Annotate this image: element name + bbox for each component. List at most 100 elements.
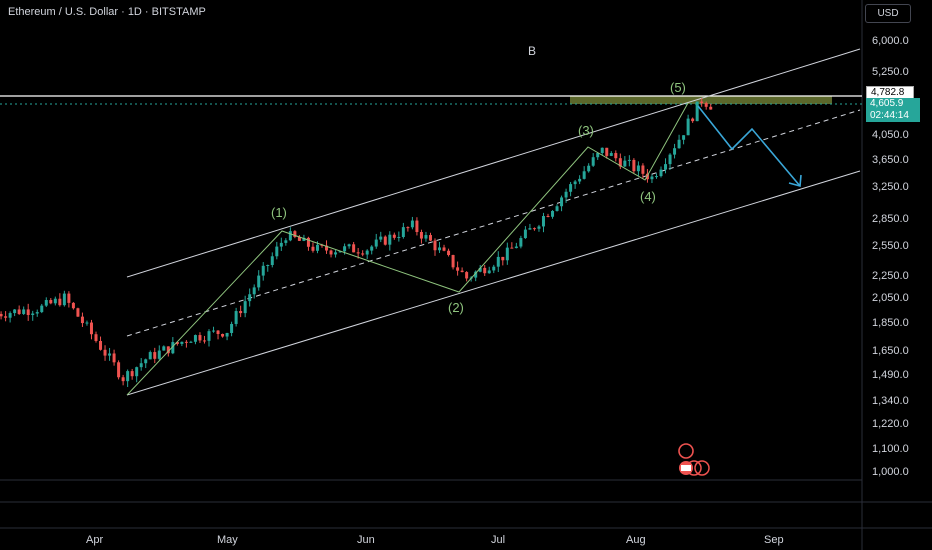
time-tick: Apr — [86, 534, 104, 546]
candle-body — [153, 352, 157, 359]
candle-body — [677, 139, 681, 149]
candle-body — [478, 267, 482, 272]
candle-body — [361, 253, 365, 255]
event-icon-flag-3 — [694, 460, 710, 476]
candle-body — [257, 275, 261, 288]
candle-body — [523, 229, 527, 239]
wave-label-3: (3) — [578, 123, 594, 138]
candle-body — [279, 242, 283, 247]
candle-body — [451, 255, 455, 268]
channel-lower-line — [126, 170, 861, 396]
candle-body — [695, 101, 699, 122]
candle-body — [379, 236, 383, 240]
candle-body — [573, 181, 577, 185]
candle-body — [546, 216, 550, 218]
candle-body — [216, 330, 220, 335]
candle-body — [564, 191, 568, 198]
annotation-b: B — [528, 44, 537, 58]
candle-body — [591, 157, 595, 166]
channel-mid-line — [126, 109, 861, 337]
candle-body — [17, 309, 21, 314]
event-icons[interactable] — [678, 443, 710, 476]
candle-body — [419, 232, 423, 239]
candle-body — [460, 270, 464, 273]
candle-body — [103, 349, 107, 356]
candle-body — [212, 330, 216, 332]
candle-body — [343, 246, 347, 252]
candle-body — [71, 302, 75, 309]
candle-body — [600, 147, 604, 153]
candle-body — [609, 153, 613, 156]
candle-body — [53, 298, 57, 304]
candle-body — [424, 235, 428, 239]
price-tick: 2,250.0 — [872, 270, 909, 282]
projection-arrow — [697, 105, 801, 187]
candle-body — [374, 239, 378, 247]
candle-body — [144, 359, 148, 364]
candle-body — [13, 309, 17, 314]
candle-body — [148, 352, 152, 360]
currency-button[interactable]: USD — [865, 4, 911, 23]
candle-body — [261, 265, 265, 276]
candle-body — [474, 271, 478, 278]
candle-body — [438, 247, 442, 251]
candle-body — [397, 236, 401, 238]
candle-body — [487, 270, 491, 274]
candle-body — [334, 252, 338, 255]
candle-body — [442, 247, 446, 251]
countdown-badge: 02:44:14 — [866, 110, 920, 122]
candle-body — [682, 135, 686, 140]
candle-body — [514, 246, 518, 249]
candle-body — [26, 309, 30, 316]
candle-body — [40, 305, 44, 313]
price-tick: 1,220.0 — [872, 418, 909, 430]
candle-body — [139, 363, 143, 368]
wave-label-1: (1) — [271, 205, 287, 220]
event-icon-flash — [678, 443, 694, 459]
candle-body — [664, 164, 668, 170]
candle-body — [31, 313, 35, 316]
candle-body — [184, 341, 188, 343]
candle-body — [532, 228, 536, 230]
candle-body — [248, 294, 252, 302]
candle-body — [587, 165, 591, 172]
candle-body — [162, 346, 166, 351]
candle-body — [528, 228, 532, 230]
candle-body — [492, 266, 496, 271]
candlestick-series — [0, 98, 713, 387]
elliott-wave-path — [126, 102, 689, 396]
candle-body — [225, 332, 229, 337]
time-tick: Jul — [491, 534, 506, 546]
candle-body — [121, 377, 125, 382]
projection-arrowhead — [788, 174, 802, 188]
candle-body — [447, 250, 451, 256]
candle-body — [112, 353, 116, 363]
wave-label-4: (4) — [640, 189, 656, 204]
candle-body — [166, 346, 170, 354]
time-tick: Sep — [764, 534, 784, 546]
candle-body — [44, 300, 48, 306]
candle-body — [347, 244, 351, 247]
candle-body — [243, 301, 247, 314]
candle-body — [614, 153, 618, 159]
candle-body — [650, 176, 654, 180]
candle-body — [383, 236, 387, 245]
candle-body — [135, 367, 139, 377]
candle-body — [117, 362, 121, 378]
candle-body — [519, 238, 523, 247]
price-tick: 4,050.0 — [872, 129, 909, 141]
wave-label-5: (5) — [670, 80, 686, 95]
candle-body — [49, 300, 53, 304]
price-tick: 2,050.0 — [872, 292, 909, 304]
candle-body — [297, 236, 301, 241]
channel-upper-line — [126, 48, 861, 278]
candle-body — [198, 335, 202, 341]
candle-body — [126, 371, 130, 382]
candle-body — [456, 267, 460, 271]
candle-body — [157, 350, 161, 359]
candle-body — [8, 313, 12, 318]
candle-body — [704, 103, 708, 107]
candle-body — [356, 252, 360, 254]
candle-body — [275, 246, 279, 257]
